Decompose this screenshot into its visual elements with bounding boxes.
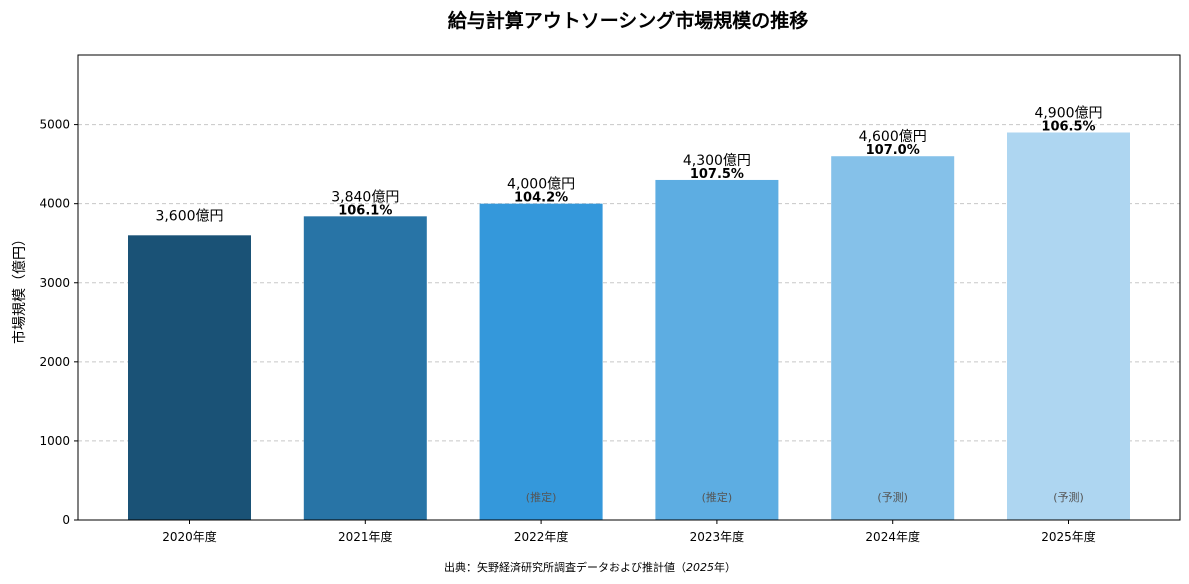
x-axis: 2020年度 2021年度 2022年度 2023年度 2024年度 2025年度 xyxy=(162,520,1096,544)
growth-label-2: 104.2% xyxy=(514,191,568,206)
status-label-2: (推定) xyxy=(526,490,557,504)
x-tick-label-0: 2020年度 xyxy=(162,529,217,544)
status-label-3: (推定) xyxy=(702,490,733,504)
growth-label-3: 107.5% xyxy=(690,167,744,182)
x-tick-label-4: 2024年度 xyxy=(865,529,920,544)
bar-3 xyxy=(655,179,779,520)
y-tick-label-5: 5000 xyxy=(39,118,70,132)
bar-2 xyxy=(479,203,603,520)
status-label-4: (予測) xyxy=(877,490,908,504)
chart-title: 給与計算アウトソーシング市場規模の推移 xyxy=(448,9,809,32)
value-label-1: 3,840億円 xyxy=(331,189,399,205)
value-label-5: 4,900億円 xyxy=(1034,106,1102,122)
x-tick-label-1: 2021年度 xyxy=(338,529,393,544)
gridlines xyxy=(78,124,1180,442)
y-tick-label-2: 2000 xyxy=(39,355,70,369)
x-tick-label-2: 2022年度 xyxy=(514,529,569,544)
bar-1 xyxy=(303,216,427,520)
source-suffix: 年） xyxy=(714,560,736,574)
bar-5 xyxy=(1007,132,1130,520)
source-prefix: 出典：矢野経済研究所調査データおよび推計値（ xyxy=(444,560,686,574)
source-year: 2025 xyxy=(686,561,714,574)
value-label-3: 4,300億円 xyxy=(683,153,751,169)
y-tick-label-1: 1000 xyxy=(39,434,70,448)
growth-label-4: 107.0% xyxy=(866,143,920,158)
y-tick-label-4: 4000 xyxy=(39,197,70,211)
value-label-2: 4,000億円 xyxy=(507,177,575,193)
value-label-0: 3,600億円 xyxy=(155,208,223,224)
x-tick-label-3: 2023年度 xyxy=(690,529,745,544)
y-axis-label: 市場規模（億円） xyxy=(11,232,28,344)
status-label-5: (予測) xyxy=(1053,490,1084,504)
growth-label-5: 106.5% xyxy=(1041,120,1095,135)
plot-frame xyxy=(77,54,1181,521)
source-note: 出典：矢野経済研究所調査データおよび推計値（2025年） xyxy=(444,560,736,574)
x-tick-label-5: 2025年度 xyxy=(1041,529,1096,544)
y-axis: 0 1000 2000 3000 4000 5000 xyxy=(39,118,78,527)
y-tick-label-3: 3000 xyxy=(39,276,70,290)
growth-label-1: 106.1% xyxy=(338,203,392,218)
bar-4 xyxy=(831,156,955,520)
value-label-4: 4,600億円 xyxy=(859,129,927,145)
bar-0 xyxy=(128,235,251,520)
y-tick-label-0: 0 xyxy=(62,513,70,527)
